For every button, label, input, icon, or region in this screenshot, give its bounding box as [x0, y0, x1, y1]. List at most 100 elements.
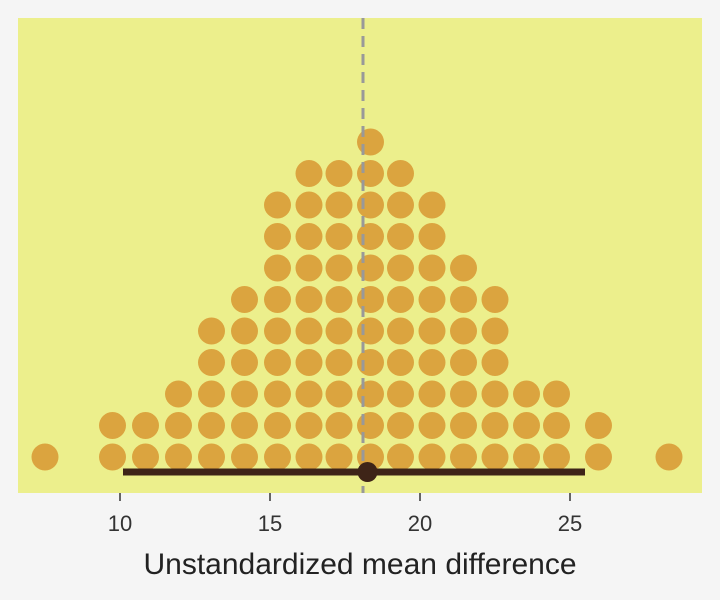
data-dot [450, 380, 477, 408]
data-dot [325, 380, 353, 408]
data-dot [31, 443, 59, 471]
data-dot [418, 254, 446, 282]
data-dot [264, 412, 291, 439]
data-dot [231, 286, 258, 313]
data-dot [325, 349, 353, 376]
data-dot [481, 286, 509, 313]
data-dot [357, 191, 384, 219]
data-dot [295, 380, 323, 408]
data-dot [357, 286, 384, 313]
data-dot [387, 380, 414, 408]
data-dot [418, 191, 446, 219]
data-dot [513, 380, 540, 408]
data-dot [325, 191, 353, 219]
data-dot [450, 443, 477, 471]
data-dot [387, 443, 414, 471]
data-dot [585, 412, 612, 439]
data-dot [543, 412, 570, 439]
data-dot [325, 443, 353, 471]
data-dot [231, 349, 258, 376]
data-dot [387, 349, 414, 376]
data-dot [387, 286, 414, 313]
data-dot [99, 412, 126, 439]
data-dot [357, 128, 384, 156]
data-dot [418, 380, 446, 408]
data-dot [295, 254, 323, 282]
data-dot [231, 412, 258, 439]
data-dot [655, 443, 683, 471]
data-dot [450, 317, 477, 345]
data-dot [264, 443, 291, 471]
data-dot [481, 317, 509, 345]
data-dot [450, 349, 477, 376]
data-dot [295, 349, 323, 376]
data-dot [387, 160, 414, 187]
data-dot [264, 317, 291, 345]
data-dot [450, 412, 477, 439]
data-dot [357, 380, 384, 408]
x-tick-label: 25 [558, 511, 582, 536]
data-dot [387, 191, 414, 219]
data-dot [198, 380, 225, 408]
data-dot [99, 443, 126, 471]
data-dot [387, 223, 414, 250]
data-dot [418, 286, 446, 313]
data-dot [585, 443, 612, 471]
data-dot [357, 254, 384, 282]
data-dot [418, 223, 446, 250]
plot-panel [18, 18, 702, 493]
data-dot [264, 349, 291, 376]
data-dot [198, 349, 225, 376]
data-dot [165, 412, 192, 439]
data-dot [450, 254, 477, 282]
data-dot [295, 223, 323, 250]
data-dot [543, 443, 570, 471]
data-dot [513, 412, 540, 439]
data-dot [231, 443, 258, 471]
data-dot [387, 412, 414, 439]
data-dot [295, 412, 323, 439]
data-dot [264, 286, 291, 313]
data-dot [450, 286, 477, 313]
data-dot [264, 223, 291, 250]
data-dot [132, 412, 159, 439]
x-tick-label: 10 [108, 511, 132, 536]
interval-point [357, 462, 378, 482]
data-dot [264, 380, 291, 408]
data-dot [132, 443, 159, 471]
data-dot [357, 160, 384, 187]
data-dot [264, 191, 291, 219]
x-axis-ticks: 10 15 20 25 [108, 493, 582, 536]
data-dot [295, 191, 323, 219]
data-dot [387, 317, 414, 345]
data-dot [295, 443, 323, 471]
data-dot [198, 317, 225, 345]
data-dot [165, 380, 192, 408]
data-dot [513, 443, 540, 471]
data-dot [295, 317, 323, 345]
data-dot [231, 380, 258, 408]
data-dot [418, 349, 446, 376]
x-tick-label: 15 [258, 511, 282, 536]
data-dot [357, 349, 384, 376]
data-dot [481, 412, 509, 439]
data-dot [325, 286, 353, 313]
data-dot [325, 412, 353, 439]
data-dot [418, 412, 446, 439]
data-dot [418, 443, 446, 471]
data-dot [418, 317, 446, 345]
data-dot [295, 286, 323, 313]
x-axis-title: Unstandardized mean difference [143, 548, 576, 581]
data-dot [543, 380, 570, 408]
dot-layer [31, 128, 683, 471]
data-dot [325, 160, 353, 187]
data-dot [198, 443, 225, 471]
x-tick-label: 20 [408, 511, 432, 536]
data-dot [325, 254, 353, 282]
data-dot [231, 317, 258, 345]
data-dot [198, 412, 225, 439]
data-dot [357, 223, 384, 250]
data-dot [357, 412, 384, 439]
data-dot [481, 380, 509, 408]
